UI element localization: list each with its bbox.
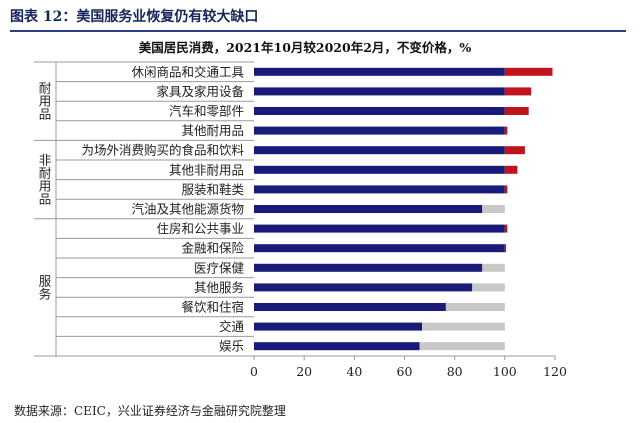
category-labels: 休闲商品和交通工具家具及家用设备汽车和零部件其他耐用品为场外消费购买的食品和饮料…	[81, 64, 244, 353]
bar-base	[254, 205, 483, 213]
x-tick-label: 0	[250, 364, 258, 379]
chart-title: 美国居民消费，2021年10月较2020年2月，不变价格，%	[139, 40, 472, 55]
bar-excess	[504, 87, 532, 96]
bar-base	[254, 67, 505, 76]
bar-base	[254, 126, 505, 135]
title-rule	[10, 30, 626, 32]
category-label: 其他非耐用品	[169, 162, 244, 177]
group-label-2: 服务	[39, 273, 52, 301]
x-tick-label: 60	[397, 364, 413, 379]
bar-base	[254, 303, 446, 311]
bar-gap	[472, 283, 505, 292]
category-label: 餐饮和住宿	[181, 300, 244, 315]
bar-base	[254, 263, 483, 272]
bar-excess	[504, 146, 525, 155]
group-label-1: 非耐用品	[39, 153, 52, 207]
bar-excess	[504, 126, 508, 135]
category-label: 医疗保健	[194, 260, 245, 275]
category-label: 交通	[219, 319, 245, 334]
figure-title: 图表 12：美国服务业恢复仍有较大缺口	[10, 9, 259, 25]
category-label: 住房和公共事业	[156, 221, 244, 236]
x-tick-label: 100	[493, 364, 517, 379]
bar-base	[254, 185, 505, 194]
bar-gap	[482, 205, 505, 213]
bar-base	[254, 224, 505, 233]
bar-excess	[504, 107, 529, 115]
category-label: 休闲商品和交通工具	[131, 64, 244, 79]
category-table-lines	[34, 61, 254, 357]
bar-gap	[422, 322, 505, 331]
bar-gap	[445, 303, 505, 311]
category-label: 金融和保险	[181, 241, 244, 256]
bar-base	[254, 342, 420, 351]
source-note: 数据来源：CEIC，兴业证券经济与金融研究院整理	[14, 404, 286, 418]
category-label: 家具及家用设备	[156, 84, 244, 99]
bar-base	[254, 283, 473, 292]
bar-base	[254, 322, 423, 331]
group-label-0: 耐用品	[39, 81, 52, 122]
bar-base	[254, 107, 505, 115]
category-label: 娱乐	[219, 339, 244, 354]
category-label: 其他耐用品	[181, 123, 244, 138]
category-label: 其他服务	[194, 280, 244, 295]
x-tick-label: 20	[296, 364, 312, 379]
bar-excess	[504, 67, 553, 76]
bar-gap	[419, 342, 505, 351]
x-tick-label: 120	[543, 364, 567, 379]
bar-excess	[504, 165, 518, 174]
x-axis: 0 20 40 60 80 100 120	[250, 355, 567, 379]
category-label: 汽车和零部件	[169, 104, 244, 119]
bar-gap	[482, 263, 505, 272]
category-label: 为场外消费购买的食品和饮料	[81, 143, 244, 158]
bar-excess	[504, 224, 508, 233]
bar-base	[254, 165, 505, 174]
x-tick-label: 80	[447, 364, 463, 379]
bar-excess	[504, 244, 507, 253]
category-label: 服装和鞋类	[181, 182, 244, 197]
x-tick-label: 40	[346, 364, 362, 379]
bar-base	[254, 87, 505, 96]
bar-base	[254, 244, 505, 253]
category-label: 汽油及其他能源货物	[131, 202, 244, 217]
bars	[254, 67, 553, 351]
bar-base	[254, 146, 505, 155]
bar-excess	[504, 185, 508, 194]
